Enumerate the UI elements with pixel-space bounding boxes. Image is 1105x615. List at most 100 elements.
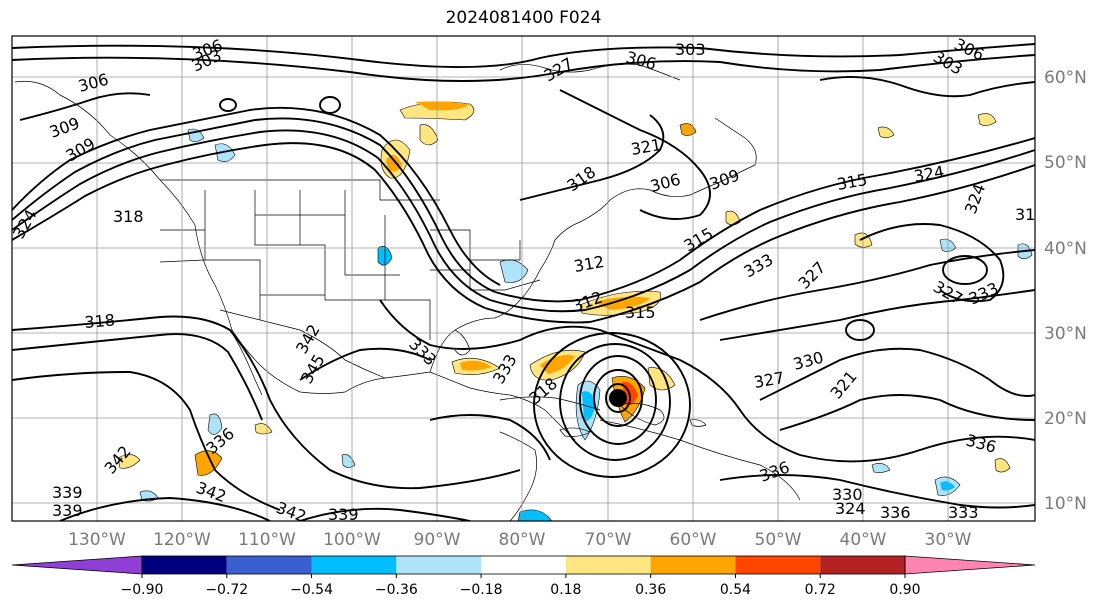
- orange-patch: [254, 423, 273, 435]
- contour-ring: [579, 355, 657, 445]
- blue-patch: [214, 143, 236, 162]
- contour-ring: [845, 319, 875, 341]
- colorbar: −0.90 −0.72 −0.54 −0.36 −0.18 0.18 0.36 0.54 0.7…: [11, 555, 1036, 598]
- state-border: [504, 279, 541, 291]
- lon-label: 50°W: [755, 530, 802, 550]
- colorbar-tick-label: 0.36: [635, 582, 666, 598]
- colorbar-tick-label: 0.54: [720, 582, 751, 598]
- state-border: [344, 190, 400, 276]
- contour-ring: [533, 332, 691, 478]
- lat-label: 40°N: [1044, 239, 1087, 259]
- state-border: [159, 259, 206, 263]
- lon-label: 100°W: [323, 530, 381, 550]
- colorbar-tick-label: −0.18: [460, 582, 503, 598]
- contour-ring: [942, 255, 988, 285]
- contour-line: [759, 347, 1035, 401]
- colorbar-segment: [142, 556, 227, 574]
- orange-patch: [977, 113, 997, 126]
- colorbar-tick-label: 0.90: [889, 582, 920, 598]
- contour-line: [299, 507, 471, 521]
- contour-label: 315: [1015, 205, 1046, 224]
- colorbar-tick-label: 0.72: [805, 582, 836, 598]
- contour-line: [699, 249, 1035, 321]
- contour-line: [12, 43, 1035, 68]
- contour-ring: [319, 96, 341, 114]
- lat-label: 30°N: [1044, 324, 1087, 344]
- colorbar-segment: [650, 556, 736, 574]
- colorbar-segment: [735, 556, 821, 574]
- state-border: [219, 309, 386, 379]
- state-border: [384, 215, 431, 340]
- contour-label: 336: [880, 503, 911, 522]
- contour-line: [12, 371, 281, 511]
- colorbar-segments: [11, 555, 1036, 575]
- orange-patch: [595, 296, 650, 310]
- contour-line: [679, 359, 1035, 463]
- contour-line: [12, 54, 1035, 82]
- orange-patch: [419, 124, 439, 146]
- contour-line: [299, 347, 431, 381]
- colorbar-segment: [481, 556, 566, 574]
- lon-label: 90°W: [414, 530, 461, 550]
- contour-line: [12, 333, 263, 421]
- orange-patch: [415, 101, 470, 111]
- contour-line: [559, 89, 711, 220]
- state-border: [204, 190, 261, 320]
- colorbar-frame: [141, 555, 906, 575]
- orange-patch: [994, 458, 1011, 473]
- lon-label: 60°W: [670, 530, 717, 550]
- coastline: [499, 431, 537, 521]
- blue-patch: [940, 481, 955, 491]
- state-border: [254, 190, 385, 301]
- coastline: [229, 329, 263, 396]
- contour-label: 318: [113, 207, 144, 226]
- blue-patch: [871, 463, 891, 473]
- hurricane-center: [609, 389, 627, 407]
- contour-line: [59, 497, 271, 521]
- coastline: [14, 80, 196, 226]
- contour-line: [19, 92, 151, 121]
- lon-label: 80°W: [499, 530, 546, 550]
- colorbar-segment: [311, 556, 397, 574]
- lat-label: 20°N: [1044, 409, 1087, 429]
- coastline: [609, 117, 757, 201]
- contour-line: [859, 223, 1005, 303]
- contour-line: [12, 129, 491, 301]
- lat-label: 60°N: [1044, 68, 1087, 88]
- contour-label: 324: [835, 499, 866, 518]
- orange-patch: [117, 454, 141, 469]
- blue-patch: [582, 391, 596, 421]
- contour-line: [379, 299, 681, 361]
- blue-patch: [207, 413, 223, 435]
- orange-patch: [679, 123, 697, 136]
- contour-label: 339: [328, 505, 359, 524]
- plot-title: 2024081400 F024: [445, 8, 602, 28]
- contour-label: 339: [52, 501, 83, 520]
- orange-patch: [460, 360, 492, 371]
- contour-line: [429, 414, 551, 461]
- contour-ring: [605, 383, 631, 413]
- colorbar-tick-label: −0.72: [205, 582, 248, 598]
- colorbar-segment: [565, 556, 651, 574]
- colorbar-extend-min: [11, 555, 143, 575]
- contour-line: [489, 149, 1035, 313]
- colorbar-segment: [820, 556, 905, 574]
- contour-line: [519, 114, 665, 201]
- state-border: [470, 240, 521, 261]
- orange-patch: [877, 126, 895, 139]
- latitude-labels: 60°N 50°N 40°N 30°N 20°N 10°N: [1044, 68, 1087, 514]
- longitude-labels: 130°W 120°W 110°W 100°W 90°W 80°W 70°W 6…: [68, 530, 972, 550]
- colorbar-tick-label: −0.90: [121, 582, 164, 598]
- theta-contours: [12, 43, 1035, 521]
- contour-line: [12, 315, 521, 490]
- contour-label: 333: [948, 503, 979, 522]
- map-background: [12, 36, 1035, 521]
- orange-patch: [194, 450, 223, 476]
- colorbar-tick-label: 0.18: [550, 582, 581, 598]
- coastline: [454, 329, 471, 356]
- contour-line: [779, 394, 1035, 431]
- contour-line: [494, 137, 1035, 303]
- lon-label: 120°W: [153, 530, 211, 550]
- colorbar-extend-max: [904, 555, 1036, 575]
